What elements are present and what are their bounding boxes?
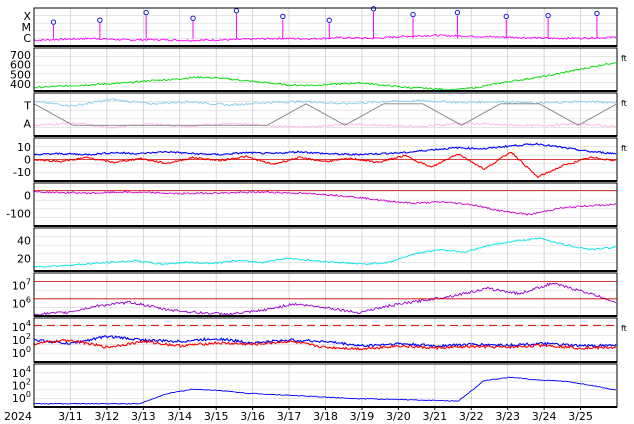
y-tick-label-solar-wind-speed: 600 xyxy=(10,59,31,72)
y-tick-label-solar-wind-speed: 400 xyxy=(10,78,31,91)
y-tick-label-xray-background: 100 xyxy=(12,390,31,405)
panel-side-tag: ft xyxy=(621,324,627,333)
y-tick-label-solar-wind-speed: 700 xyxy=(10,49,31,62)
frame-layer xyxy=(33,7,618,410)
x-tick-label: 3/23 xyxy=(495,410,520,423)
x-tick-label: 3/19 xyxy=(350,410,375,423)
series-line-imf-bt-bz xyxy=(33,151,617,179)
series-layer xyxy=(33,6,617,405)
series-line-xray-background xyxy=(33,376,617,405)
flare-marker xyxy=(545,12,551,19)
flare-marker xyxy=(143,9,149,16)
series-line-imf-sector xyxy=(33,98,617,107)
series-line-kp-like xyxy=(33,237,617,268)
y-tick-label-electron-flux: 107 xyxy=(12,278,31,293)
flare-marker xyxy=(594,10,600,17)
flare-marker xyxy=(97,17,103,23)
x-year-label: 2024 xyxy=(4,410,32,423)
exponent: 4 xyxy=(26,319,31,328)
x-tick-label: 3/13 xyxy=(131,410,156,423)
flare-marker xyxy=(233,8,240,14)
y-tick-label-flare-class: X xyxy=(23,10,31,23)
flare-marker xyxy=(326,17,332,23)
exponent: 7 xyxy=(26,278,31,287)
flare-marker xyxy=(410,11,416,18)
x-tick-label: 3/20 xyxy=(386,410,411,423)
panel-side-tag: ft xyxy=(621,54,627,63)
exponent: 6 xyxy=(26,295,31,304)
x-tick-label: 3/21 xyxy=(422,410,447,423)
series-line-flare-class xyxy=(33,34,617,42)
x-tick-label: 3/24 xyxy=(532,410,557,423)
y-tick-label-flare-class: C xyxy=(23,32,31,45)
x-tick-label: 3/14 xyxy=(167,410,192,423)
y-tick-label-proton-flux: 100 xyxy=(12,345,31,360)
y-tick-label-flare-class: M xyxy=(22,21,32,34)
series-line-imf-sector xyxy=(33,103,617,126)
series-line-dst xyxy=(33,190,617,216)
exponent: 2 xyxy=(26,378,31,387)
series-line-solar-wind-speed xyxy=(33,62,617,91)
y-tick-label-imf-bt-bz: 10 xyxy=(17,141,31,154)
exponent: 0 xyxy=(26,390,31,399)
y-tick-label-imf-sector: T xyxy=(23,100,31,113)
x-tick-label: 3/16 xyxy=(240,410,265,423)
y-tick-label-imf-bt-bz: 0 xyxy=(24,154,31,167)
exponent: 2 xyxy=(26,332,31,341)
x-tick-label: 3/25 xyxy=(568,410,593,423)
flare-marker xyxy=(50,19,57,25)
y-tick-label-imf-sector: A xyxy=(23,117,31,130)
exponent: 0 xyxy=(26,345,31,354)
exponent: 4 xyxy=(26,365,31,374)
y-tick-label-imf-bt-bz: -10 xyxy=(13,166,31,179)
panel-side-tag: ft xyxy=(621,144,627,153)
y-tick-label-dst: 0 xyxy=(24,190,31,203)
y-tick-label-electron-flux: 106 xyxy=(12,295,31,310)
series-line-proton-flux xyxy=(33,335,617,348)
x-tick-label: 3/17 xyxy=(277,410,302,423)
series-line-electron-flux xyxy=(33,282,616,316)
x-tick-label: 3/12 xyxy=(95,410,120,423)
y-tick-label-solar-wind-speed: 500 xyxy=(10,68,31,81)
series-line-imf-bt-bz xyxy=(33,142,617,156)
flare-marker xyxy=(370,6,377,12)
panel-side-tag: ft xyxy=(621,99,627,108)
flare-marker xyxy=(280,13,286,20)
x-tick-label: 3/22 xyxy=(459,410,484,423)
flare-marker xyxy=(503,13,509,20)
label-layer: XMC700600500400ftTAft100-10ft0-100402010… xyxy=(6,10,627,423)
y-tick-label-kp-like: 40 xyxy=(17,235,31,248)
series-line-proton-flux xyxy=(33,338,617,351)
x-tick-label: 3/18 xyxy=(313,410,338,423)
x-tick-label: 3/11 xyxy=(58,410,83,423)
y-tick-label-kp-like: 20 xyxy=(17,252,31,265)
y-tick-label-dst: -100 xyxy=(6,207,31,220)
flare-marker xyxy=(454,9,461,16)
flare-marker xyxy=(190,15,196,21)
x-tick-label: 3/15 xyxy=(204,410,229,423)
